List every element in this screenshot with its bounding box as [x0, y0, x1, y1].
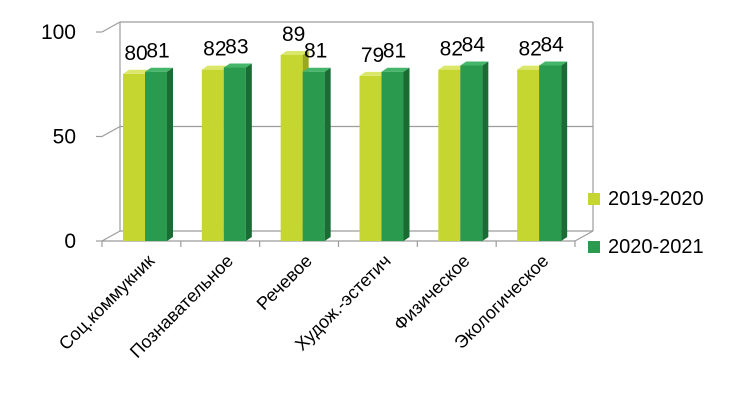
floor-right-edge: [574, 230, 594, 242]
bar-1-3: [381, 71, 404, 242]
data-label-1-5: 84: [540, 33, 564, 56]
legend-swatch-2019-2020: [588, 193, 600, 205]
bar-top-1-3: [381, 67, 410, 72]
data-label-0-4: 82: [440, 38, 463, 61]
bar-top-1-2: [302, 67, 331, 72]
data-label-1-2: 81: [304, 40, 327, 63]
bar-0-5: [517, 69, 540, 242]
legend-label-2019-2020: 2019-2020: [608, 187, 704, 210]
legend-label-2020-2021: 2020-2021: [608, 235, 704, 258]
data-label-0-0: 80: [124, 42, 147, 65]
bar-1-5: [539, 65, 562, 241]
gridline-side-0: [101, 230, 121, 242]
bar-1-0: [145, 71, 167, 242]
data-label-0-5: 82: [518, 38, 541, 61]
y-tick-label-0: 0: [64, 230, 76, 253]
bar-side-1-5: [561, 61, 568, 241]
bar-side-1-0: [167, 67, 173, 242]
bar-0-2: [280, 54, 303, 241]
gridline-side-100: [101, 21, 121, 33]
data-label-1-1: 83: [225, 36, 248, 59]
bar-top-1-4: [460, 61, 489, 66]
data-label-1-4: 84: [462, 33, 486, 56]
bar-0-1: [201, 69, 224, 242]
bar-top-0-2: [280, 50, 309, 55]
data-label-1-0: 81: [146, 40, 169, 63]
data-label-0-2: 89: [282, 23, 305, 46]
gridline-side-50: [101, 125, 121, 138]
bar-top-0-1: [201, 65, 230, 70]
bar-side-1-4: [482, 61, 489, 241]
bar-0-0: [123, 73, 145, 241]
bar-1-1: [223, 67, 246, 241]
x-tick-label-4: Физическое: [390, 251, 474, 335]
bar-top-1-1: [223, 63, 252, 68]
bar-side-1-2: [324, 67, 331, 242]
x-tick-label-2: Речевое: [253, 251, 316, 314]
bar-0-3: [359, 75, 382, 241]
bar-top-1-0: [145, 67, 173, 72]
bar-top-0-5: [517, 65, 546, 70]
bar-top-0-4: [438, 65, 467, 70]
y-tick-label-100: 100: [41, 21, 76, 44]
legend-item-2019-2020: 2019-2020: [588, 188, 704, 210]
data-label-1-3: 81: [383, 40, 406, 63]
bar-1-4: [460, 65, 483, 241]
legend-item-2020-2021: 2020-2021: [588, 236, 704, 258]
bar-top-0-0: [123, 69, 151, 74]
legend-swatch-2020-2021: [588, 241, 600, 253]
data-label-0-3: 79: [361, 44, 384, 67]
bar-top-0-3: [359, 71, 388, 76]
bar-top-1-5: [539, 61, 568, 66]
bar-0-4: [438, 69, 461, 242]
bar-1-2: [302, 71, 325, 242]
bar-side-1-1: [245, 63, 252, 241]
bar-side-1-3: [403, 67, 410, 242]
legend: 2019-2020 2020-2021: [588, 188, 704, 284]
y-tick-label-50: 50: [53, 126, 76, 149]
data-label-0-1: 82: [203, 38, 226, 61]
